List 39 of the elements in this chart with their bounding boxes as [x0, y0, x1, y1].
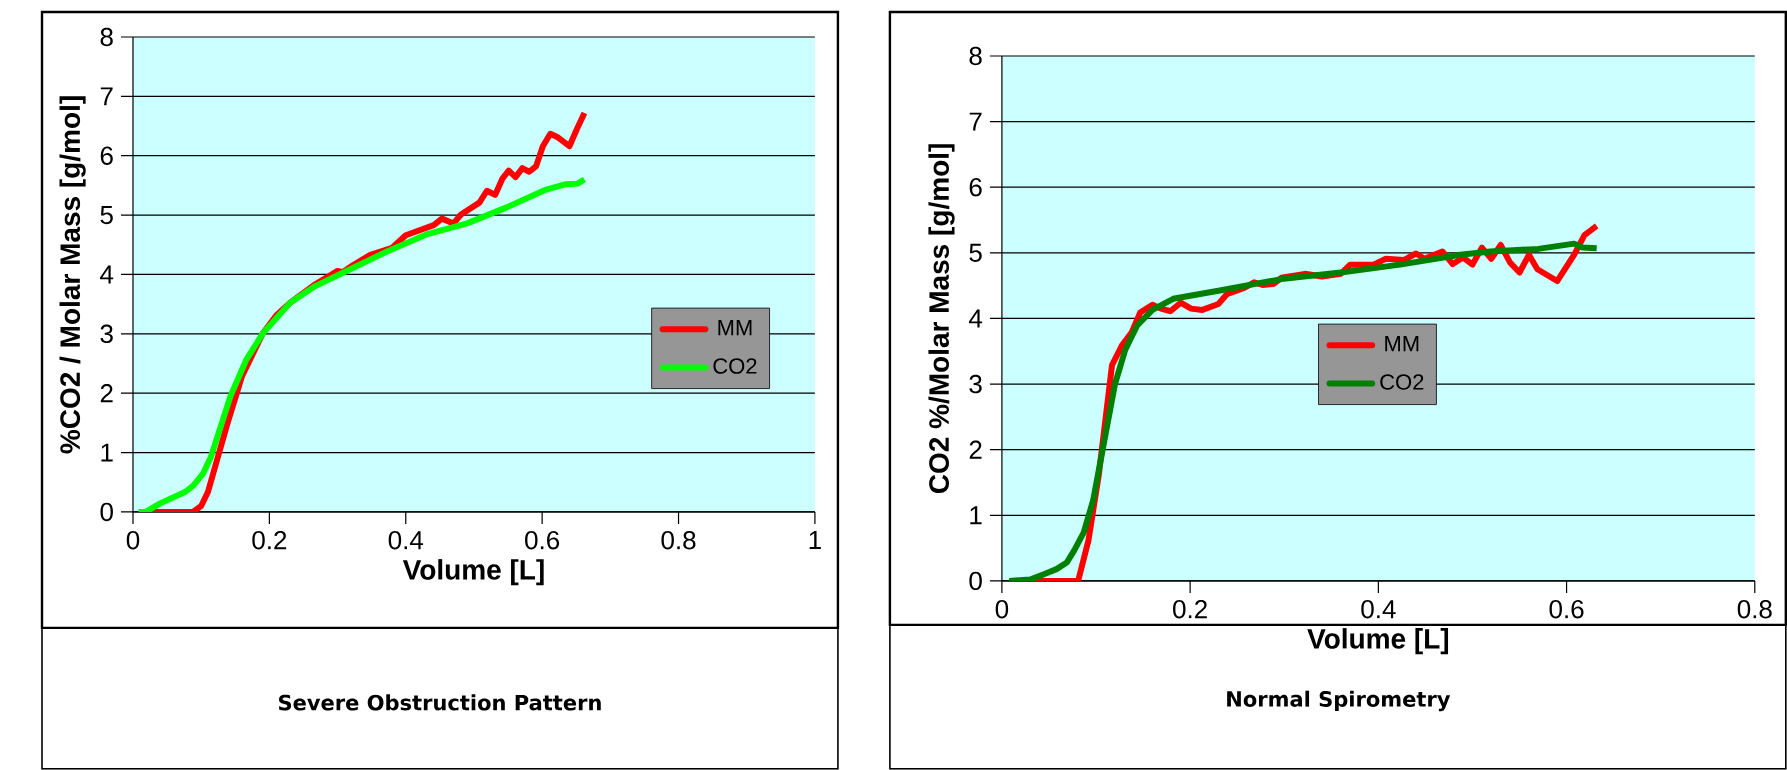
y-tick-label: 1	[970, 506, 982, 525]
legend-label: MM	[1385, 336, 1419, 352]
y-axis-title: CO2 %/Molar Mass [g/mol]	[928, 144, 955, 494]
x-tick-label: 0.6	[1549, 600, 1584, 619]
y-tick-label: 7	[969, 112, 982, 131]
y-tick-label: 0	[100, 502, 113, 522]
y-tick-label: 6	[100, 146, 113, 166]
x-tick-label: 0	[995, 600, 1009, 619]
x-tick-label: 0.8	[661, 531, 696, 550]
legend-label: CO2	[713, 358, 757, 374]
y-axis-title: %CO2 / Molar Mass [g/mol]	[59, 96, 86, 454]
legend-label: MM	[718, 320, 752, 336]
y-tick-label: 4	[100, 265, 114, 284]
x-tick-label: 0.4	[1361, 600, 1396, 619]
y-tick-label: 2	[969, 440, 982, 459]
text: Normal Spirometry	[1227, 690, 1451, 712]
y-tick-label: 3	[969, 375, 982, 394]
x-tick-label: 0.2	[252, 531, 287, 550]
y-tick-label: 5	[969, 243, 982, 263]
y-tick-label: 8	[100, 27, 113, 47]
y-tick-label: 0	[969, 571, 982, 591]
y-tick-label: 3	[100, 324, 113, 344]
x-tick-label: 0	[126, 531, 140, 550]
y-tick-label: 5	[100, 206, 113, 225]
y-tick-label: 6	[969, 178, 982, 197]
legend-label: CO2	[1380, 374, 1424, 390]
x-tick-label: 0.4	[388, 531, 424, 550]
x-tick-label: 0.2	[1173, 600, 1207, 619]
x-tick-label: 1	[809, 531, 821, 550]
y-tick-label: 4	[968, 309, 983, 328]
y-tick-label: 8	[969, 46, 982, 66]
x-axis-title: Volume [L]	[402, 559, 544, 586]
x-tick-label: 0.6	[525, 531, 560, 550]
text: Severe Obstruction Pattern	[279, 694, 601, 711]
y-tick-label: 7	[100, 87, 113, 106]
x-tick-label: 0.8	[1737, 600, 1772, 619]
x-axis-title: Volume [L]	[1307, 628, 1449, 655]
y-tick-label: 2	[100, 384, 113, 403]
y-tick-label: 1	[101, 443, 113, 462]
